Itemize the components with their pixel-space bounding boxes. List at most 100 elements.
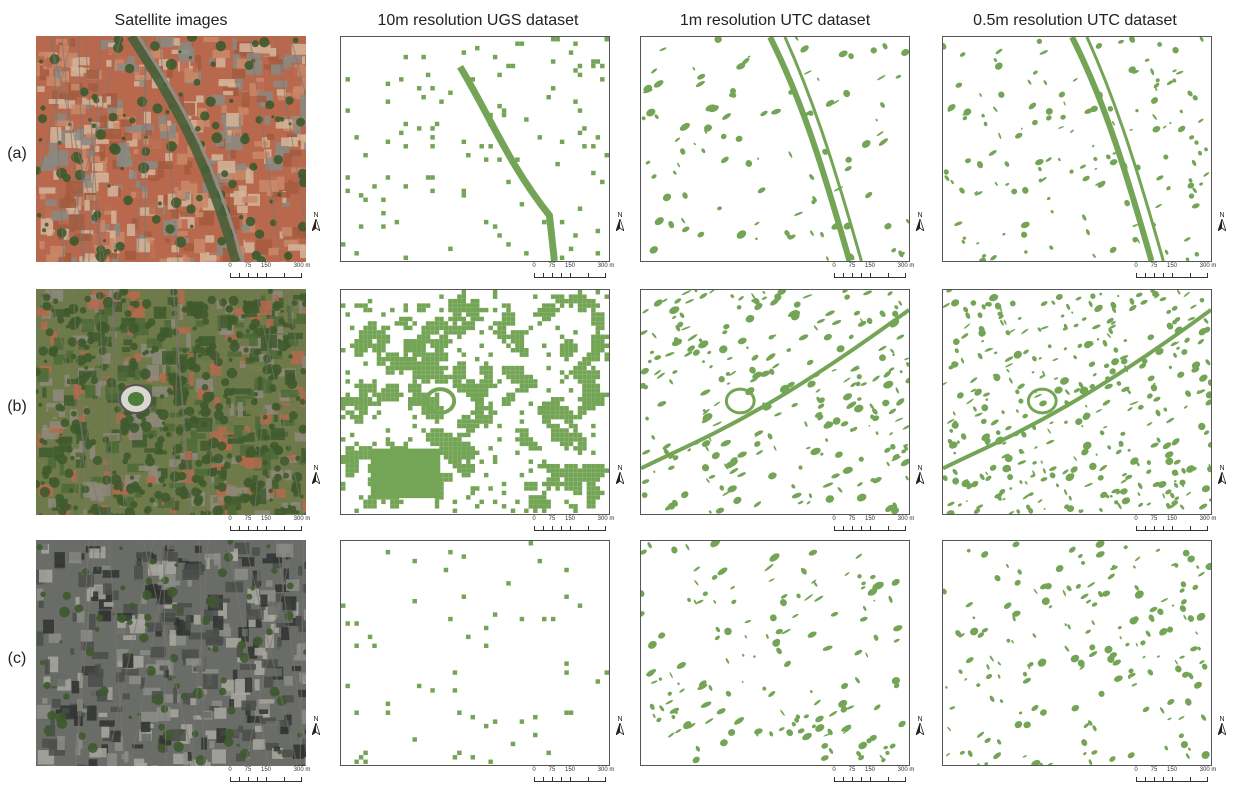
column-title-utc05: 0.5m resolution UTC dataset: [973, 12, 1177, 29]
scale-tick-label: 75: [244, 767, 252, 773]
scale-tick-label: 0: [1134, 263, 1138, 269]
north-label: N: [917, 716, 923, 723]
scale-bar: 0 75 150 300 m: [532, 767, 615, 785]
north-label: N: [617, 465, 623, 472]
scale-tick-label: 300 m: [597, 263, 615, 269]
scale-tick-label: 0: [1134, 516, 1138, 522]
north-arrow-icon: N: [311, 212, 321, 234]
north-arrow-icon: N: [915, 465, 925, 487]
north-arrow-icon: N: [311, 465, 321, 487]
scale-tick-label: 0: [228, 516, 232, 522]
scale-tick-label: 75: [548, 263, 556, 269]
scale-tick-label: 300 m: [293, 263, 311, 269]
vegetation-map-a-ugs10: [340, 36, 610, 262]
scale-tick-label: 150: [1166, 767, 1178, 773]
north-label: N: [617, 716, 623, 723]
scale-bar: 0 75 150 300 m: [1134, 516, 1217, 534]
scale-tick-label: 150: [564, 767, 576, 773]
north-arrow-icon: N: [1217, 212, 1227, 234]
scale-tick-label: 300 m: [1199, 516, 1217, 522]
north-label: N: [917, 212, 923, 219]
scale-bar: 0 75 150 300 m: [532, 263, 615, 281]
satellite-image-b-satellite: [36, 289, 306, 515]
scale-tick-label: 150: [564, 263, 576, 269]
north-arrow-icon: N: [915, 212, 925, 234]
scale-tick-label: 0: [228, 767, 232, 773]
scale-tick-label: 300 m: [293, 516, 311, 522]
north-label: N: [1219, 212, 1225, 219]
scale-tick-label: 300 m: [897, 263, 915, 269]
scale-bar: 0 75 150 300 m: [1134, 263, 1217, 281]
vegetation-map-a-utc05: [942, 36, 1212, 262]
scale-tick-label: 150: [1166, 516, 1178, 522]
scale-tick-label: 75: [548, 516, 556, 522]
scale-bar: 0 75 150 300 m: [228, 263, 311, 281]
scale-tick-label: 300 m: [597, 516, 615, 522]
scale-tick-label: 0: [532, 263, 536, 269]
scale-bar: 0 75 150 300 m: [832, 516, 915, 534]
north-label: N: [917, 465, 923, 472]
scale-tick-label: 0: [532, 516, 536, 522]
north-label: N: [1219, 465, 1225, 472]
north-arrow-icon: N: [915, 716, 925, 738]
scale-tick-label: 300 m: [897, 516, 915, 522]
scale-tick-label: 300 m: [293, 767, 311, 773]
scale-tick-label: 75: [848, 767, 856, 773]
satellite-image-a-satellite: [36, 36, 306, 262]
row-label-b: (b): [7, 398, 27, 415]
scale-tick-label: 0: [532, 767, 536, 773]
scale-tick-label: 150: [260, 263, 272, 269]
north-arrow-icon: N: [1217, 465, 1227, 487]
scale-tick-label: 150: [864, 263, 876, 269]
scale-tick-label: 150: [1166, 263, 1178, 269]
north-arrow-icon: N: [1217, 716, 1227, 738]
scale-bar: 0 75 150 300 m: [228, 516, 311, 534]
scale-tick-label: 0: [832, 263, 836, 269]
column-title-ugs10: 10m resolution UGS dataset: [377, 12, 579, 29]
scale-tick-label: 150: [864, 516, 876, 522]
scale-tick-label: 150: [564, 516, 576, 522]
scale-tick-label: 150: [864, 767, 876, 773]
scale-tick-label: 75: [244, 263, 252, 269]
scale-tick-label: 75: [848, 263, 856, 269]
column-title-satellite: Satellite images: [114, 12, 228, 29]
satellite-image-c-satellite: [36, 540, 306, 766]
vegetation-map-c-ugs10: [340, 540, 610, 766]
vegetation-map-c-utc05: [942, 540, 1212, 766]
scale-tick-label: 150: [260, 767, 272, 773]
vegetation-map-b-utc05: [942, 289, 1212, 515]
scale-bar: 0 75 150 300 m: [228, 767, 311, 785]
scale-tick-label: 300 m: [597, 767, 615, 773]
vegetation-map-c-utc1: [640, 540, 910, 766]
scale-tick-label: 0: [1134, 767, 1138, 773]
row-label-a: (a): [7, 145, 27, 162]
north-label: N: [1219, 716, 1225, 723]
north-arrow-icon: N: [615, 465, 625, 487]
row-label-c: (c): [7, 650, 27, 667]
vegetation-map-a-utc1: [640, 36, 910, 262]
vegetation-map-b-ugs10: [340, 289, 610, 515]
scale-bar: 0 75 150 300 m: [532, 516, 615, 534]
north-arrow-icon: N: [311, 716, 321, 738]
scale-tick-label: 300 m: [1199, 767, 1217, 773]
scale-tick-label: 75: [1150, 516, 1158, 522]
north-arrow-icon: N: [615, 716, 625, 738]
north-label: N: [313, 716, 319, 723]
north-label: N: [617, 212, 623, 219]
scale-bar: 0 75 150 300 m: [832, 263, 915, 281]
scale-tick-label: 300 m: [897, 767, 915, 773]
scale-tick-label: 75: [1150, 263, 1158, 269]
north-arrow-icon: N: [615, 212, 625, 234]
scale-tick-label: 0: [832, 767, 836, 773]
vegetation-map-b-utc1: [640, 289, 910, 515]
scale-tick-label: 300 m: [1199, 263, 1217, 269]
scale-tick-label: 150: [260, 516, 272, 522]
scale-tick-label: 75: [244, 516, 252, 522]
scale-bar: 0 75 150 300 m: [832, 767, 915, 785]
scale-tick-label: 75: [548, 767, 556, 773]
scale-tick-label: 75: [848, 516, 856, 522]
column-title-utc1: 1m resolution UTC dataset: [679, 12, 871, 29]
scale-tick-label: 0: [832, 516, 836, 522]
scale-bar: 0 75 150 300 m: [1134, 767, 1217, 785]
north-label: N: [313, 212, 319, 219]
